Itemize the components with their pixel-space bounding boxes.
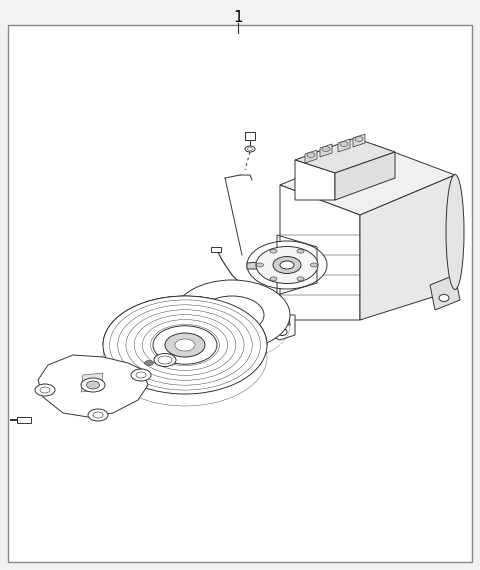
Ellipse shape — [277, 328, 287, 336]
Ellipse shape — [307, 153, 315, 157]
Ellipse shape — [270, 277, 277, 281]
Ellipse shape — [322, 146, 330, 152]
Bar — [245, 132, 255, 140]
Ellipse shape — [256, 246, 318, 283]
Ellipse shape — [103, 296, 267, 394]
Ellipse shape — [200, 296, 264, 334]
Ellipse shape — [93, 412, 103, 418]
Ellipse shape — [86, 381, 99, 389]
Ellipse shape — [175, 339, 195, 351]
Ellipse shape — [174, 280, 290, 350]
Ellipse shape — [245, 146, 255, 152]
Polygon shape — [174, 290, 290, 325]
Ellipse shape — [88, 409, 108, 421]
Ellipse shape — [355, 136, 363, 141]
Ellipse shape — [35, 384, 55, 396]
Ellipse shape — [247, 241, 327, 289]
Bar — [211, 247, 221, 252]
Ellipse shape — [40, 387, 50, 393]
Polygon shape — [305, 150, 317, 163]
Ellipse shape — [256, 263, 264, 267]
Ellipse shape — [446, 174, 464, 290]
Text: 1: 1 — [233, 10, 243, 26]
Ellipse shape — [270, 249, 277, 253]
Ellipse shape — [297, 277, 304, 281]
Ellipse shape — [81, 378, 105, 392]
Polygon shape — [268, 315, 295, 340]
Ellipse shape — [297, 249, 304, 253]
Polygon shape — [81, 373, 103, 392]
Polygon shape — [38, 355, 148, 417]
Ellipse shape — [311, 263, 317, 267]
Polygon shape — [280, 185, 360, 320]
Polygon shape — [400, 175, 455, 295]
Polygon shape — [103, 296, 267, 345]
Ellipse shape — [273, 256, 301, 274]
Ellipse shape — [131, 369, 151, 381]
Polygon shape — [247, 261, 273, 269]
Ellipse shape — [153, 326, 217, 364]
Polygon shape — [320, 144, 332, 157]
Polygon shape — [353, 134, 365, 147]
Ellipse shape — [136, 372, 146, 378]
Polygon shape — [430, 275, 460, 310]
Ellipse shape — [158, 356, 172, 364]
Ellipse shape — [280, 261, 294, 269]
Bar — [17, 417, 31, 423]
Polygon shape — [360, 175, 455, 320]
Ellipse shape — [439, 295, 449, 302]
Ellipse shape — [340, 141, 348, 146]
Polygon shape — [338, 139, 350, 152]
Polygon shape — [295, 138, 395, 173]
Polygon shape — [335, 152, 395, 200]
Ellipse shape — [154, 353, 176, 367]
Ellipse shape — [165, 333, 205, 357]
Polygon shape — [295, 160, 335, 200]
Ellipse shape — [248, 148, 252, 150]
Polygon shape — [280, 145, 455, 215]
Ellipse shape — [144, 360, 154, 365]
